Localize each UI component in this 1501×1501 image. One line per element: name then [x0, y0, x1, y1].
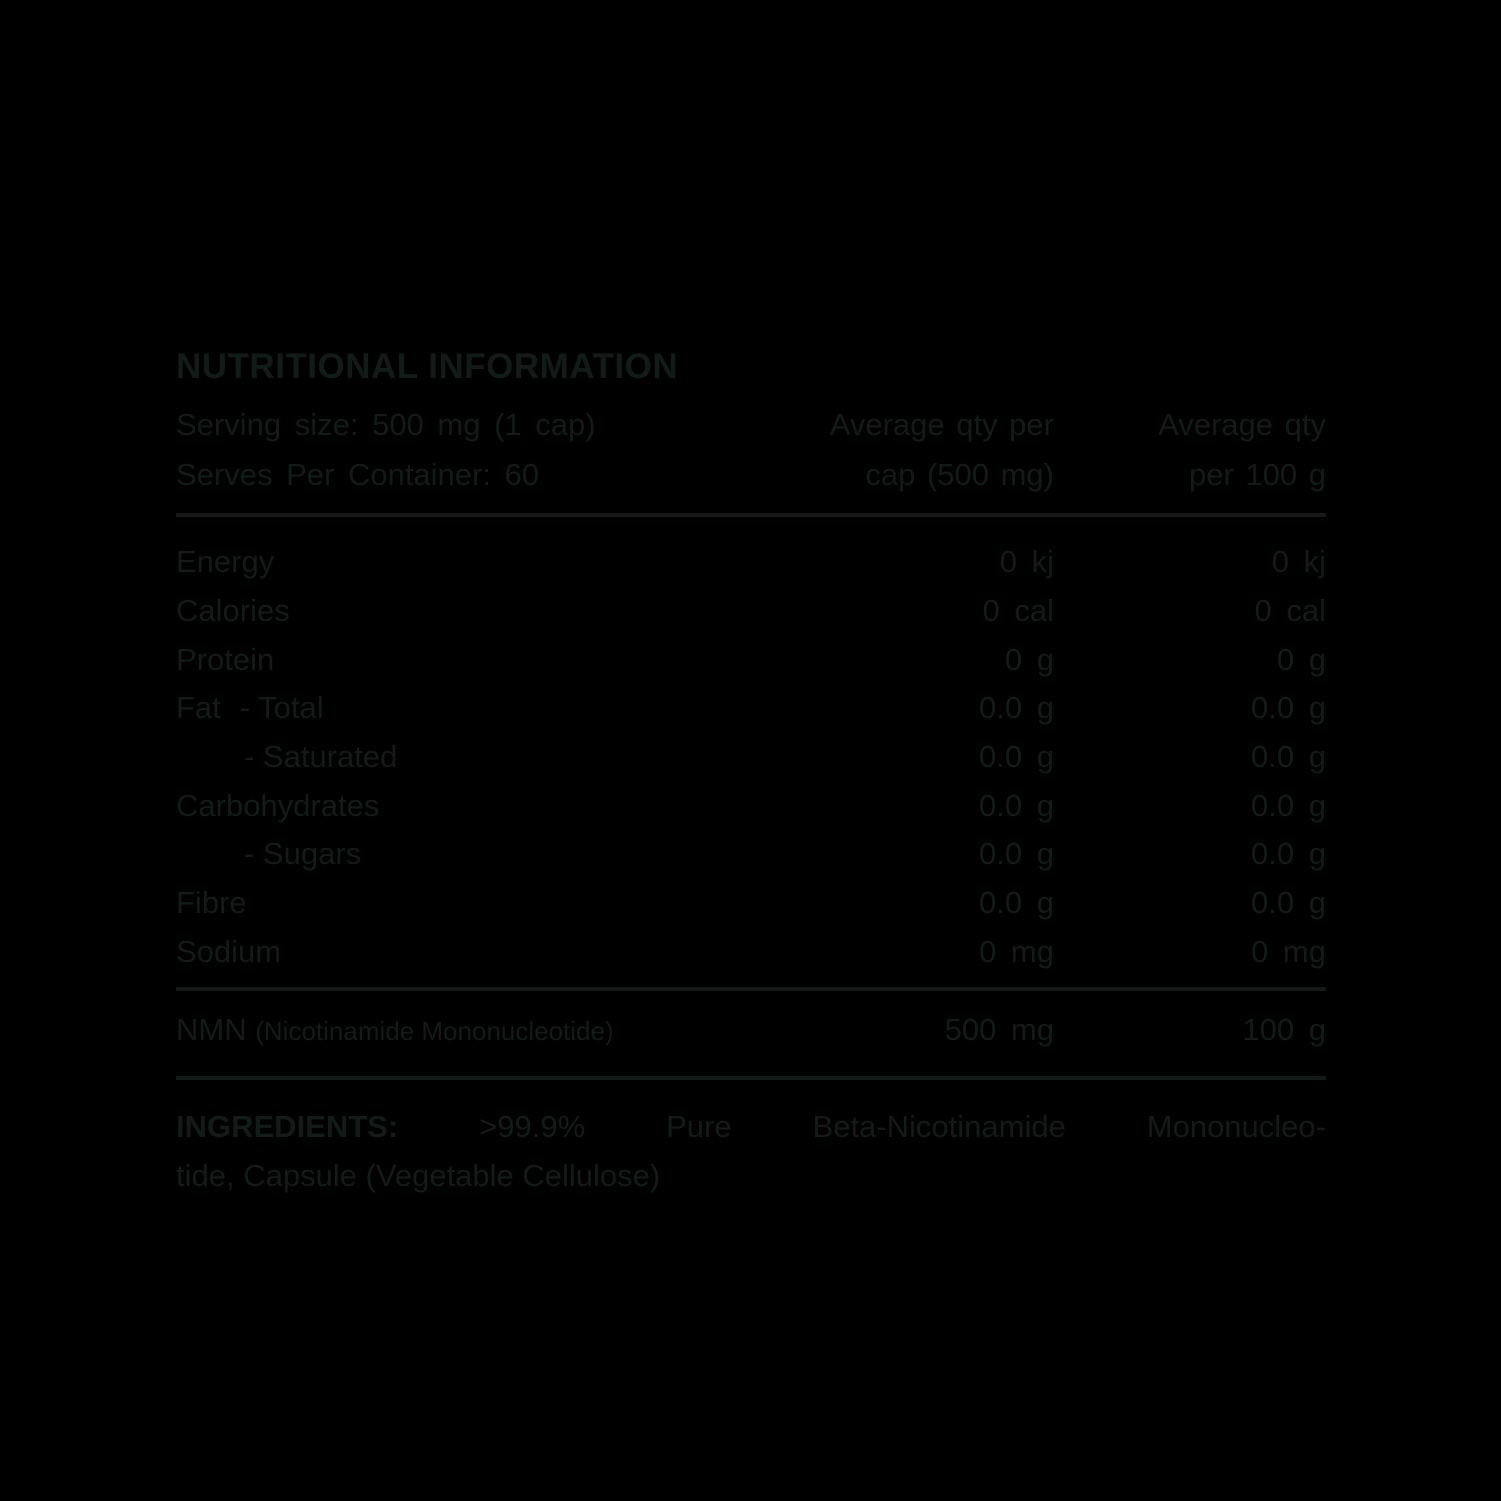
divider-middle: [176, 987, 1326, 991]
serving-size: Serving size: 500 mg (1 cap): [176, 407, 596, 442]
table-row-carbohydrates: Carbohydrates 0.0 g 0.0 g: [176, 787, 1326, 823]
ingredients-section: INGREDIENTS: >99.9% Pure Beta-Nicotinami…: [176, 1102, 1326, 1200]
ingredients-heading: INGREDIENTS:: [176, 1109, 399, 1144]
nutrition-label-panel: NUTRITIONAL INFORMATION Serving size: 50…: [176, 0, 1326, 1501]
divider-top: [176, 513, 1326, 517]
column-header-per-cap: Average qty per cap (500 mg): [829, 407, 1054, 492]
serving-info: Serving size: 500 mg (1 cap) Serves Per …: [176, 400, 769, 500]
column-header-per-100g: Average qty per 100 g: [1158, 407, 1326, 492]
table-row-sugars: - Sugars 0.0 g 0.0 g: [244, 836, 1326, 872]
table-row-energy: Energy 0 kj 0 kj: [176, 544, 1326, 580]
nutrient-table: Energy 0 kj 0 kj Calories 0 cal 0 cal Pr…: [176, 538, 1326, 976]
table-row-nmn: NMN (Nicotinamide Mononucleotide) 500 mg…: [176, 1012, 1326, 1047]
table-row-sodium: Sodium 0 mg 0 mg: [176, 933, 1326, 969]
table-header: Serving size: 500 mg (1 cap) Serves Per …: [176, 400, 1326, 500]
table-row-fibre: Fibre 0.0 g 0.0 g: [176, 885, 1326, 921]
nmn-name: NMN: [176, 1012, 247, 1047]
table-row-fat-saturated: - Saturated 0.0 g 0.0 g: [244, 739, 1326, 775]
table-row-fat-total: Fat - Total 0.0 g 0.0 g: [176, 690, 1326, 726]
ingredients-line1: INGREDIENTS: >99.9% Pure Beta-Nicotinami…: [176, 1109, 1326, 1144]
ingredients-line2: tide, Capsule (Vegetable Cellulose): [176, 1158, 661, 1193]
divider-bottom: [176, 1076, 1326, 1080]
serves-per-container: Serves Per Container: 60: [176, 457, 540, 492]
panel-title: NUTRITIONAL INFORMATION: [176, 347, 679, 386]
table-row-protein: Protein 0 g 0 g: [176, 641, 1326, 677]
nmn-detail: (Nicotinamide Mononucleotide): [255, 1016, 614, 1046]
table-row-calories: Calories 0 cal 0 cal: [176, 593, 1326, 629]
